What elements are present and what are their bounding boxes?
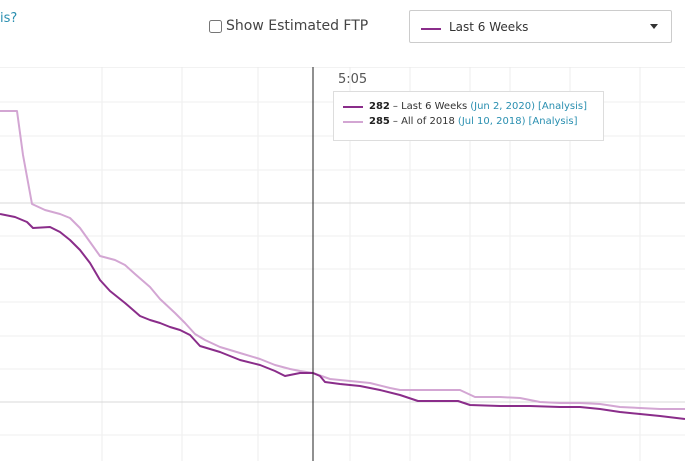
- tooltip-label: All of 2018: [401, 116, 455, 127]
- tooltip-value: 285: [369, 116, 390, 127]
- tooltip-date[interactable]: (Jun 2, 2020): [470, 101, 536, 112]
- tooltip-date-text[interactable]: Jul 10, 2018: [461, 116, 522, 127]
- series-line-last-6-weeks: [0, 213, 685, 420]
- tooltip-date-text[interactable]: Jun 2, 2020: [474, 101, 532, 112]
- analysis-link[interactable]: [Analysis]: [528, 116, 578, 127]
- date-range-select[interactable]: Last 6 Weeks: [409, 10, 672, 43]
- analysis-link[interactable]: [Analysis]: [538, 101, 588, 112]
- tooltip-date[interactable]: (Jul 10, 2018): [457, 116, 526, 127]
- tooltip-sep: –: [392, 101, 402, 112]
- help-link[interactable]: is?: [0, 11, 18, 26]
- series-line-all-of-2018: [0, 110, 685, 410]
- tooltip-sep: –: [392, 116, 402, 127]
- chart-series: [0, 110, 685, 420]
- tooltip-row-all-of-2018: 285 – All of 2018 (Jul 10, 2018) [Analys…: [343, 114, 603, 129]
- chevron-down-icon: [650, 24, 658, 29]
- show-estimated-ftp-checkbox[interactable]: [209, 19, 222, 33]
- hover-time-label: 5:05: [338, 72, 368, 87]
- show-estimated-ftp-label: Show Estimated FTP: [226, 18, 369, 34]
- tooltip-legend: 282 – Last 6 Weeks (Jun 2, 2020) [Analys…: [333, 91, 604, 141]
- range-color-swatch: [421, 28, 441, 30]
- series-swatch: [343, 120, 363, 123]
- show-estimated-ftp-toggle[interactable]: Show Estimated FTP: [209, 18, 368, 34]
- series-swatch: [343, 105, 363, 108]
- tooltip-row-last-6-weeks: 282 – Last 6 Weeks (Jun 2, 2020) [Analys…: [343, 99, 603, 114]
- tooltip-value: 282: [369, 101, 390, 112]
- tooltip-label: Last 6 Weeks: [401, 101, 468, 112]
- date-range-value: Last 6 Weeks: [449, 19, 529, 34]
